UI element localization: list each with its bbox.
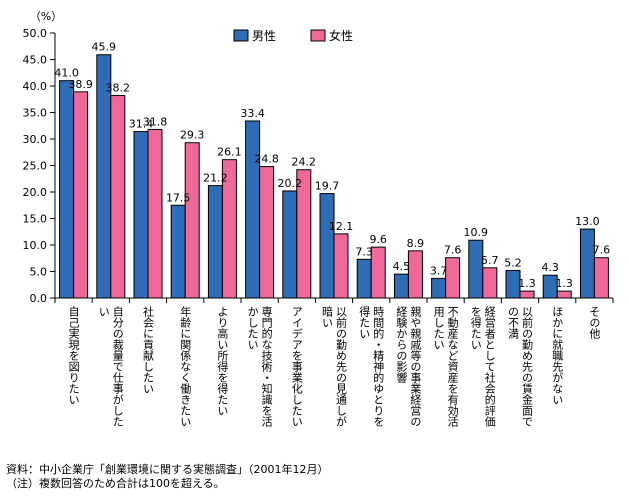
bar-male [431, 277, 447, 299]
data-label-female: 7.6 [444, 244, 462, 257]
legend-swatch-male [233, 29, 249, 42]
bar-male [319, 193, 335, 299]
x-category-label: 暗い [321, 305, 334, 328]
y-tick-label: 15.0 [23, 213, 48, 226]
data-label-male: 21.2 [203, 172, 228, 185]
source-note: 資料：中小企業庁「創業環境に関する実態調査」（2001年12月） [6, 463, 329, 476]
legend-label-female: 女性 [329, 28, 353, 43]
bar-male [468, 239, 484, 299]
bar-male [579, 228, 595, 299]
x-category-label: 以前の勤め先の賃金面で [521, 306, 534, 427]
data-label-male: 31.4 [129, 118, 154, 131]
data-label-female: 38.2 [106, 82, 131, 95]
legend-swatch-female [310, 29, 326, 42]
data-label-female: 7.6 [593, 244, 611, 257]
data-label-male: 4.5 [393, 260, 411, 273]
x-category-label: 不動産など資産を有効活 [446, 306, 459, 428]
data-label-male: 5.2 [504, 256, 522, 269]
x-category-label: 得たい [358, 306, 371, 339]
bar-female [370, 246, 386, 299]
x-category-label: 自分の裁量で仕事がした [111, 306, 124, 427]
data-label-female: 29.3 [180, 129, 205, 142]
data-label-female: 26.1 [217, 146, 242, 159]
data-label-male: 33.4 [240, 107, 265, 120]
data-label-male: 45.9 [92, 41, 117, 54]
x-category-label: い [97, 306, 110, 317]
data-label-male: 17.5 [166, 191, 191, 204]
x-category-label: 経験からの影響 [395, 306, 408, 384]
bar-chart: （%） 0.0 5.0 10.0 15.0 20.0 25.0 30.0 35.0 40.0 45.… [23, 10, 614, 428]
data-label-male: 13.0 [575, 215, 600, 228]
y-tick-label: 0.0 [30, 292, 48, 305]
x-category-label: 経営者として社会的評価 [483, 306, 496, 427]
bar-male [59, 80, 75, 299]
x-category-label: 用したい [432, 306, 445, 350]
bar-male [356, 258, 372, 299]
data-label-male: 7.3 [355, 245, 373, 258]
y-tick-label: 30.0 [23, 133, 48, 146]
x-category-label: 年齢に関係なく働きたい [179, 305, 192, 427]
y-tick-label: 40.0 [23, 80, 48, 93]
bar-male [207, 185, 223, 299]
y-axis-unit-label: （%） [30, 10, 62, 23]
data-label-male: 10.9 [464, 226, 489, 239]
x-category-label: を得たい [469, 306, 482, 350]
bar-female [73, 91, 89, 299]
y-tick-label: 45.0 [23, 54, 48, 67]
data-label-female: 38.9 [68, 78, 93, 91]
x-category-label: かしたい [246, 306, 259, 350]
y-tick-label: 5.0 [30, 266, 48, 279]
bar-male [282, 190, 298, 299]
data-label-male: 41.0 [54, 67, 79, 80]
bar-female [333, 233, 349, 299]
data-label-male: 4.3 [541, 261, 559, 274]
data-label-female: 12.1 [329, 220, 354, 233]
bar-female [445, 257, 461, 299]
x-category-label: 自己実現を図りたい [67, 306, 80, 405]
bar-female [110, 95, 126, 299]
x-category-label: その他 [588, 306, 601, 339]
data-label-female: 8.9 [407, 237, 425, 250]
x-category-label: 専門的な技術・知識を活 [260, 306, 273, 428]
bar-male [393, 273, 409, 299]
x-category-label: より高い所得を得たい [216, 306, 229, 416]
data-label-male: 3.7 [430, 264, 448, 277]
legend-label-male: 男性 [252, 29, 276, 43]
data-label-male: 19.7 [315, 180, 340, 193]
y-tick-label: 20.0 [23, 186, 48, 199]
x-category-label: アイデアを事業化したい [290, 306, 303, 427]
data-label-female: 1.3 [555, 277, 573, 290]
bar-female [593, 257, 609, 299]
bar-male [133, 131, 149, 299]
x-category-label: 社会に貢献したい [142, 305, 155, 394]
x-category-label: の不満 [507, 306, 520, 340]
bar-male [170, 204, 186, 299]
bar-female [556, 290, 572, 299]
x-category-label: 時間的・精神的ゆとりを [372, 306, 385, 427]
data-label-male: 20.2 [278, 177, 303, 190]
y-tick-label: 10.0 [23, 239, 48, 252]
bar-female [147, 128, 163, 299]
y-tick-label: 50.0 [23, 27, 48, 40]
data-label-female: 24.2 [292, 156, 317, 169]
data-label-female: 1.3 [518, 277, 536, 290]
bar-female [259, 166, 275, 299]
bar-female [407, 250, 423, 299]
y-tick-label: 25.0 [23, 160, 48, 173]
y-tick-label: 35.0 [23, 107, 48, 120]
x-category-label: 以前の勤め先の見通しが [335, 306, 348, 427]
x-category-label: 親や親戚等の事業経営の [409, 306, 422, 427]
bar-female [482, 267, 498, 299]
bar-female [184, 142, 200, 299]
data-label-female: 24.8 [254, 153, 279, 166]
x-category-label: ほかに就職先がない [551, 306, 564, 405]
data-label-female: 31.8 [143, 115, 168, 128]
bar-female [519, 290, 535, 299]
data-label-female: 5.7 [481, 254, 499, 267]
bar-male [245, 120, 261, 299]
remark-note: （注）複数回答のため合計は100を超える。 [6, 477, 225, 490]
data-label-female: 9.6 [369, 233, 387, 246]
